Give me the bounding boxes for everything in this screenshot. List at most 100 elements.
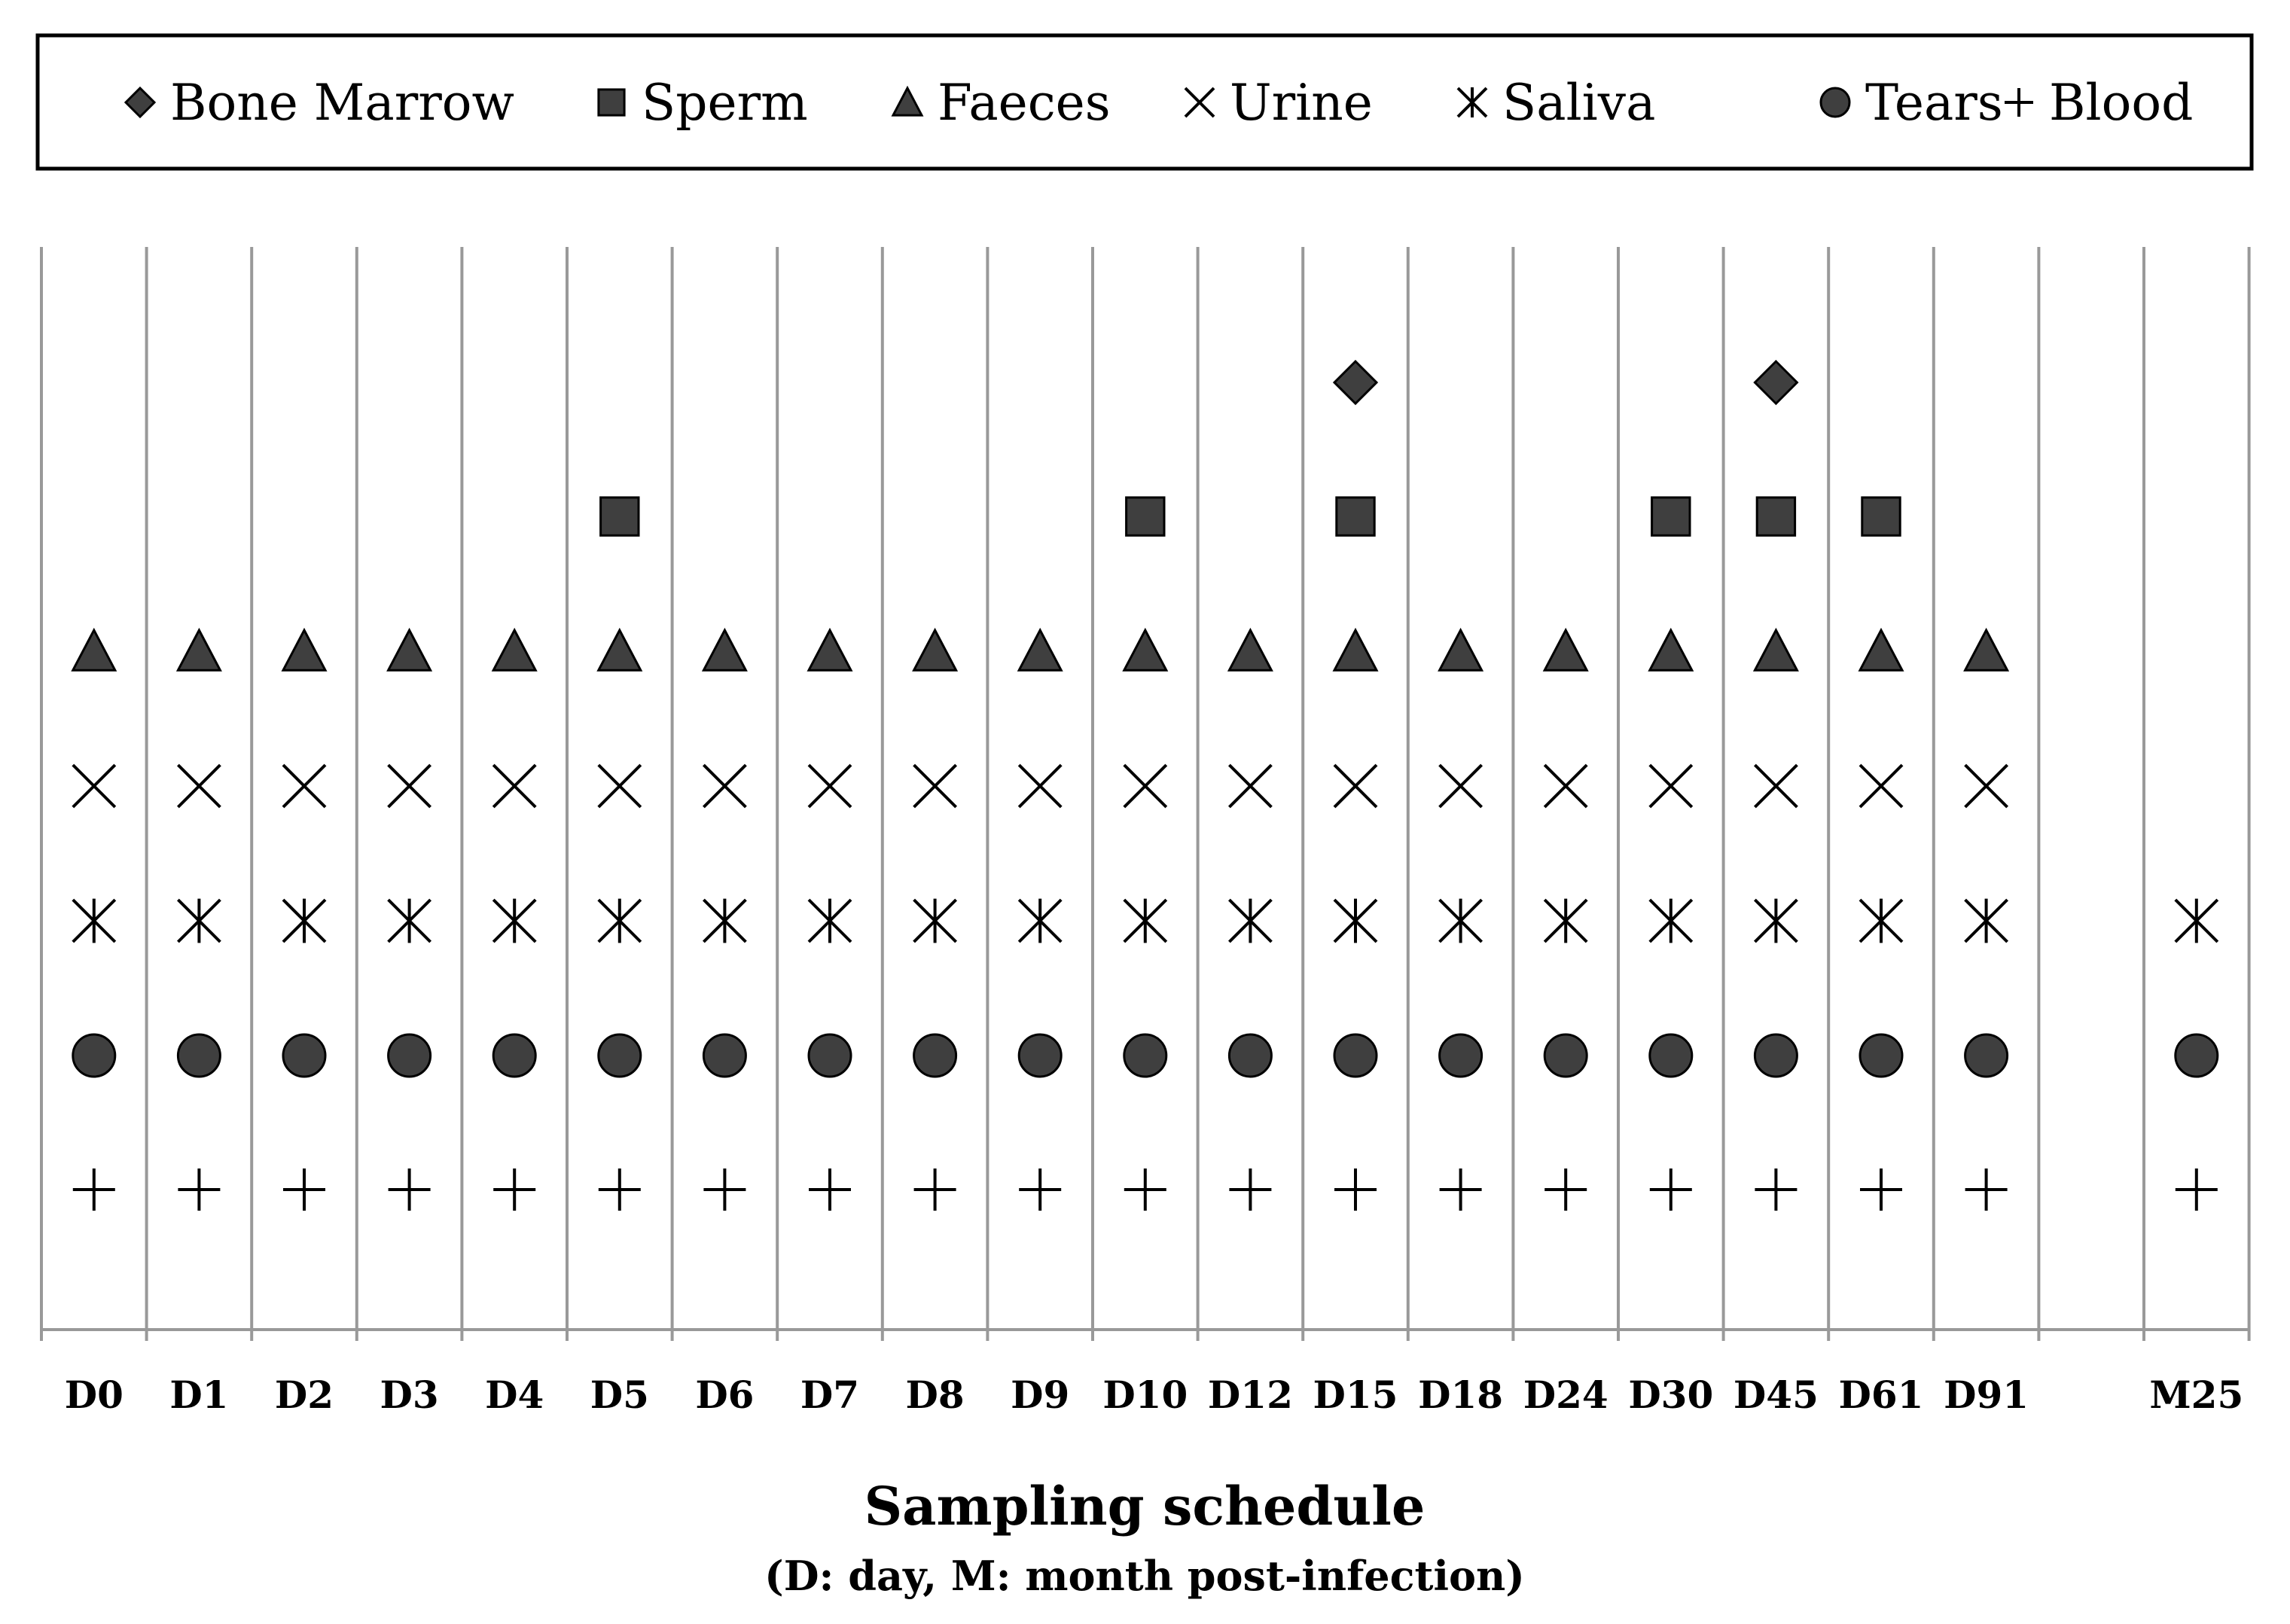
marker-urine [1753,763,1798,809]
marker-saliva [1438,898,1483,943]
marker-tears [1333,1033,1378,1078]
marker-sperm [1755,496,1797,537]
marker-tears [1017,1033,1063,1078]
x-tick-label: D18 [1418,1373,1503,1417]
marker-sperm [1125,496,1166,537]
marker-faeces [1227,627,1273,672]
x-tick-label: D9 [1011,1373,1069,1417]
x-tick-label: D61 [1839,1373,1924,1417]
marker-blood [1544,1168,1587,1211]
x-axis-subtitle: (D: day, M: month post-infection) [764,1552,1525,1600]
marker-faeces [701,627,748,672]
legend-marker-blood [2005,88,2033,117]
x-tick-label: D12 [1208,1373,1293,1417]
x-tick-label: D6 [695,1373,754,1417]
marker-tears [387,1033,432,1078]
marker-urine [1543,763,1588,809]
marker-saliva [1543,898,1588,943]
x-tick-label: D15 [1313,1373,1398,1417]
marker-tears [282,1033,327,1078]
marker-tears [176,1033,221,1078]
legend-label: Blood [2049,74,2193,132]
marker-faeces [1858,627,1904,672]
marker-blood [809,1168,851,1211]
marker-faeces [1122,627,1169,672]
marker-faeces [491,627,538,672]
marker-urine [1017,763,1063,809]
legend-label: Sperm [642,74,808,132]
marker-bone-marrow [1332,359,1379,406]
marker-saliva [492,898,537,943]
marker-faeces [386,627,433,672]
marker-faeces [71,627,117,672]
marker-tears [1227,1033,1273,1078]
marker-blood [283,1168,325,1211]
marker-bone-marrow [1753,359,1799,406]
marker-faeces [1332,627,1379,672]
marker-saliva [702,898,747,943]
marker-urine [1648,763,1694,809]
marker-faeces [1752,627,1799,672]
marker-saliva [1227,898,1273,943]
legend-marker-urine [1184,87,1215,118]
marker-sperm [599,496,640,537]
marker-sperm [1651,496,1691,537]
data-markers [71,359,2219,1211]
x-axis-title: Sampling schedule [864,1475,1426,1537]
marker-urine [702,763,747,809]
marker-urine [282,763,327,809]
marker-tears [913,1033,958,1078]
marker-urine [1227,763,1273,809]
legend-label: Faeces [938,74,1111,132]
marker-sperm [1335,496,1376,537]
marker-urine [1964,763,2009,809]
legend-label: Saliva [1502,74,1655,132]
x-tick-labels: D0 D1 D2 D3 D4 D5 D6 D7 D8 D9 D10 D12 D15 D18 D24 D30 D4… [65,1373,2244,1417]
marker-saliva [2174,898,2219,943]
legend-marker-faeces [891,85,924,117]
marker-saliva [1123,898,1168,943]
marker-faeces [807,627,853,672]
marker-faeces [1963,627,2010,672]
marker-urine [387,763,432,809]
marker-saliva [1648,898,1694,943]
marker-saliva [72,898,117,943]
marker-blood [2175,1168,2218,1211]
marker-faeces [1542,627,1589,672]
marker-tears [702,1033,747,1078]
x-tick-label: D10 [1102,1373,1188,1417]
marker-urine [1859,763,1904,809]
legend-box [35,33,2254,171]
marker-tears [2174,1033,2219,1078]
legend-marker-bone-marrow [123,86,157,119]
marker-blood [1124,1168,1166,1211]
marker-urine [1438,763,1483,809]
marker-tears [1753,1033,1798,1078]
marker-tears [1964,1033,2009,1078]
marker-blood [1439,1168,1482,1211]
marker-blood [913,1168,956,1211]
marker-saliva [1333,898,1378,943]
legend-label: Urine [1230,74,1373,132]
marker-blood [703,1168,746,1211]
marker-saliva [807,898,852,943]
marker-blood [493,1168,536,1211]
legend-marker-tears [1819,87,1851,118]
marker-saliva [597,898,642,943]
marker-urine [1123,763,1168,809]
marker-blood [1965,1168,2008,1211]
marker-urine [913,763,958,809]
marker-urine [492,763,537,809]
x-tick-label: D8 [906,1373,965,1417]
marker-blood [1649,1168,1692,1211]
marker-blood [178,1168,221,1211]
x-tick-label: D91 [1944,1373,2029,1417]
marker-tears [597,1033,642,1078]
marker-blood [388,1168,431,1211]
marker-blood [1755,1168,1798,1211]
marker-saliva [913,898,958,943]
marker-urine [807,763,852,809]
marker-tears [807,1033,852,1078]
legend-marker-sperm [597,88,626,117]
